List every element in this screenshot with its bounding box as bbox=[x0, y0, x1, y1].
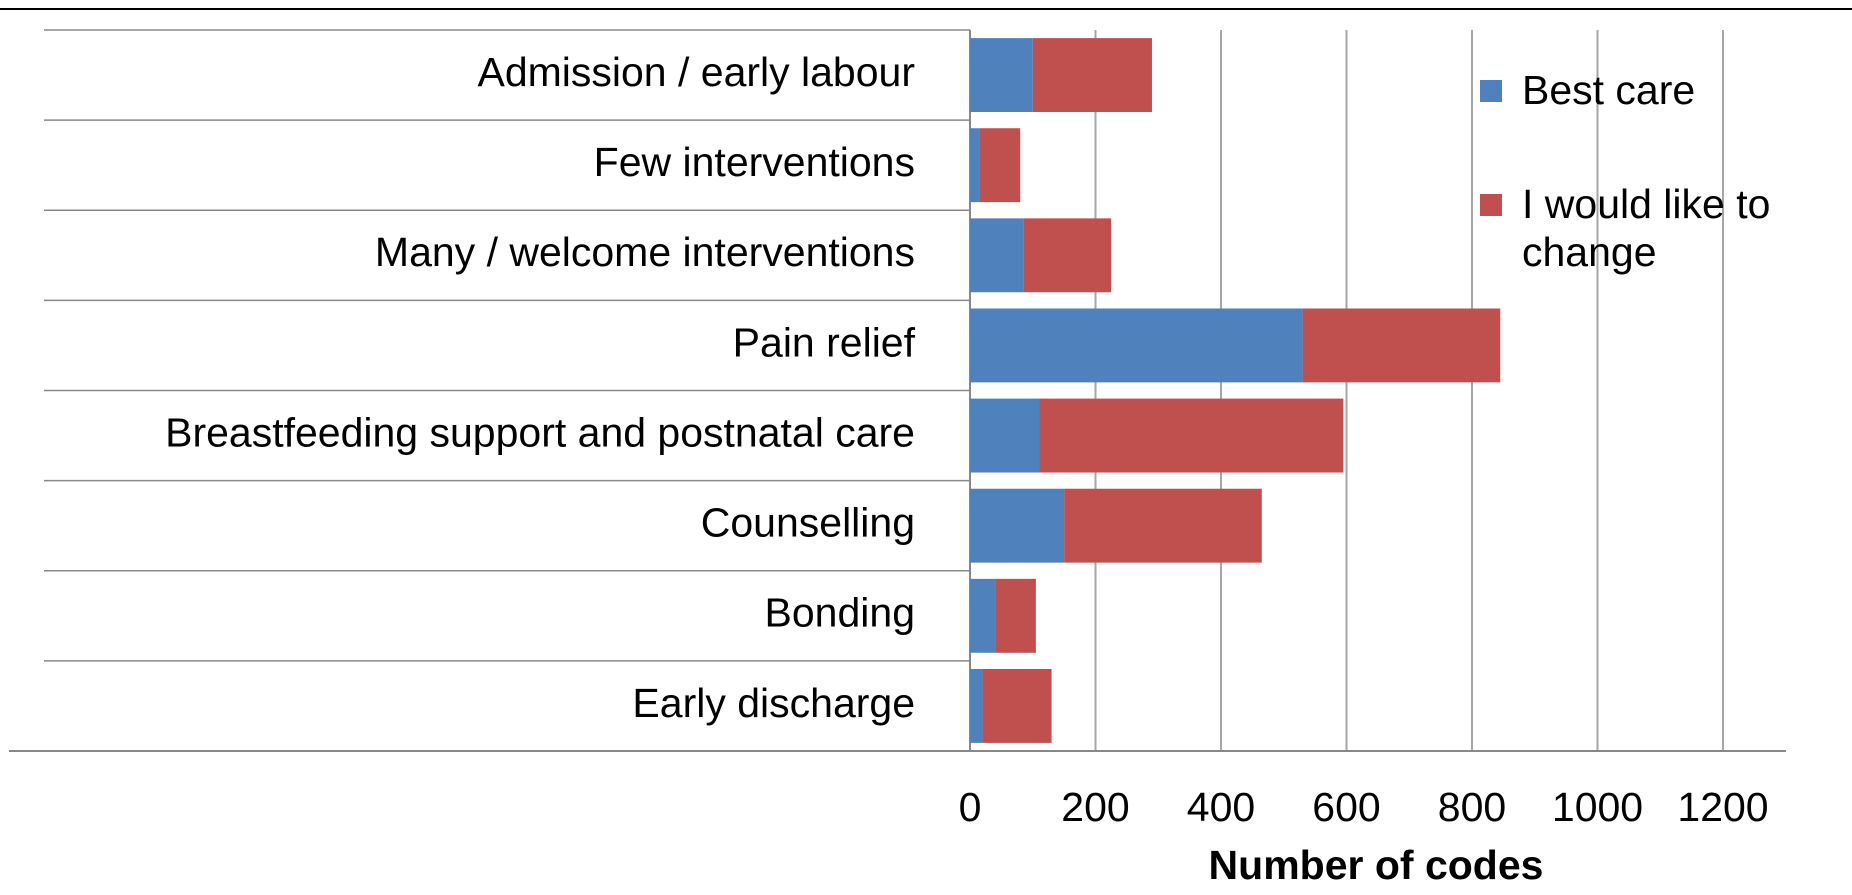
x-tick-label: 600 bbox=[1312, 784, 1380, 830]
bar-segment bbox=[1302, 308, 1501, 383]
legend-label: Best care bbox=[1522, 67, 1696, 113]
bar-segment bbox=[970, 578, 996, 653]
bar-segment bbox=[970, 128, 980, 203]
bar-segment bbox=[970, 218, 1024, 293]
bar-segment bbox=[1064, 488, 1262, 563]
bar-segment bbox=[970, 398, 1040, 473]
bar-segment bbox=[1039, 398, 1344, 473]
bar-segment bbox=[970, 38, 1033, 113]
category-label: Breastfeeding support and postnatal care bbox=[165, 409, 915, 455]
category-label: Early discharge bbox=[632, 680, 915, 726]
bar-segment bbox=[970, 308, 1303, 383]
bar-segment bbox=[1023, 218, 1112, 293]
x-tick-label: 800 bbox=[1438, 784, 1506, 830]
legend-swatch bbox=[1480, 80, 1502, 102]
legend-swatch bbox=[1480, 194, 1502, 216]
x-tick-label: 0 bbox=[959, 784, 982, 830]
bar-segment bbox=[982, 668, 1052, 743]
category-label: Few interventions bbox=[594, 139, 915, 185]
x-tick-label: 1200 bbox=[1677, 784, 1768, 830]
bar-segment bbox=[995, 578, 1036, 653]
bar-segment bbox=[979, 128, 1021, 203]
x-tick-label: 1000 bbox=[1552, 784, 1643, 830]
category-label: Admission / early labour bbox=[477, 49, 915, 95]
bar-segment bbox=[970, 668, 983, 743]
legend-label: I would like to change bbox=[1522, 181, 1771, 275]
category-label: Many / welcome interventions bbox=[375, 229, 915, 275]
bar-segment bbox=[1032, 38, 1152, 113]
x-axis-title: Number of codes bbox=[1209, 842, 1544, 888]
x-tick-label: 400 bbox=[1187, 784, 1255, 830]
category-label: Pain relief bbox=[733, 319, 916, 365]
bar-segment bbox=[970, 488, 1065, 563]
category-label: Bonding bbox=[765, 590, 915, 636]
x-tick-label: 200 bbox=[1061, 784, 1129, 830]
category-label: Counselling bbox=[701, 500, 915, 546]
